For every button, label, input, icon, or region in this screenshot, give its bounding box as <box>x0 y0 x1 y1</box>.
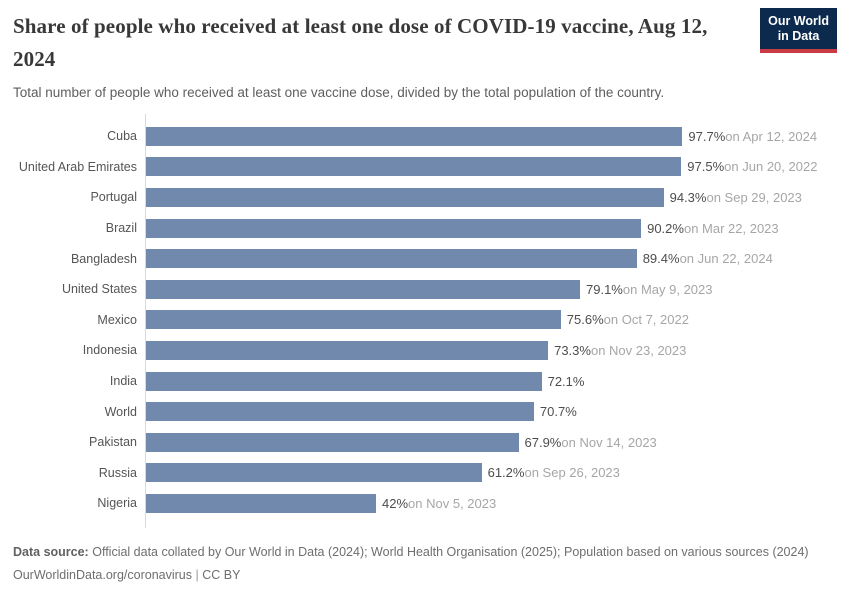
country-label: India <box>109 374 137 389</box>
value-label: 61.2% <box>487 465 525 481</box>
bar-row: Portugal 94.3% on Sep 29, 2023 <box>13 182 837 213</box>
bar-row: India 72.1% <box>13 366 837 397</box>
title-block: Share of people who received at least on… <box>13 10 725 101</box>
y-axis-line <box>145 114 146 528</box>
bar-row: World 70.7% <box>13 396 837 427</box>
value-label: 73.3% <box>554 342 591 358</box>
country-label: United States <box>61 282 137 297</box>
plot-rows: Cuba 97.7% on Apr 12, 2024 United Arab Em… <box>13 114 837 528</box>
value-label: 75.6% <box>566 312 604 328</box>
bar <box>145 126 683 146</box>
country-label: Pakistan <box>89 435 137 450</box>
value-label: 70.7% <box>539 404 577 420</box>
data-source-label: Data source: <box>13 544 89 559</box>
page-subtitle: Total number of people who received at l… <box>13 85 665 100</box>
bar-row: Mexico 75.6% on Oct 7, 2022 <box>13 305 837 336</box>
country-label: Bangladesh <box>70 251 137 266</box>
bar-track: 73.3% on Nov 23, 2023 <box>145 335 837 366</box>
date-label: on Jun 20, 2022 <box>724 159 818 175</box>
bar-track: 75.6% on Oct 7, 2022 <box>145 305 837 336</box>
country-label: Portugal <box>90 190 137 205</box>
country-label: Nigeria <box>97 496 137 511</box>
date-label: on Apr 12, 2024 <box>725 128 818 144</box>
date-label: on Sep 29, 2023 <box>706 189 802 205</box>
bar <box>145 218 642 238</box>
chart: Cuba 97.7% on Apr 12, 2024 United Arab Em… <box>13 114 837 528</box>
bar-row: Nigeria 42% on Nov 5, 2023 <box>13 488 837 519</box>
country-label: Cuba <box>107 129 137 144</box>
bar-track: 97.5% on Jun 20, 2022 <box>145 152 837 183</box>
bar-row: Russia 61.2% on Sep 26, 2023 <box>13 458 837 489</box>
date-label: on Oct 7, 2022 <box>603 312 689 328</box>
citation-separator: | <box>195 567 199 582</box>
data-source-text: Official data collated by Our World in D… <box>92 544 809 559</box>
bar <box>145 432 519 452</box>
date-label: on Nov 5, 2023 <box>408 495 497 511</box>
bar-track: 90.2% on Mar 22, 2023 <box>145 213 837 244</box>
bar <box>145 279 580 299</box>
bar-row: Cuba 97.7% on Apr 12, 2024 <box>13 121 837 152</box>
value-label: 42% <box>382 495 409 511</box>
value-label: 72.1% <box>547 373 585 389</box>
value-label: 67.9% <box>524 434 562 450</box>
data-source-line: Data source: Official data collated by O… <box>13 544 813 560</box>
bar-track: 89.4% on Jun 22, 2024 <box>145 243 837 274</box>
date-label: on Mar 22, 2023 <box>683 220 779 236</box>
bar-track: 79.1% on May 9, 2023 <box>145 274 837 305</box>
bar-track: 67.9% on Nov 14, 2023 <box>145 427 837 458</box>
bar-track: 97.7% on Apr 12, 2024 <box>145 121 837 152</box>
country-label: Mexico <box>97 312 137 327</box>
citation-link[interactable]: OurWorldinData.org/coronavirus <box>13 567 193 582</box>
date-label: on May 9, 2023 <box>622 281 713 297</box>
owid-logo-line1: Our World <box>768 14 829 28</box>
bar-track: 42% on Nov 5, 2023 <box>145 488 837 519</box>
bar-track: 70.7% <box>145 396 837 427</box>
bar <box>145 493 376 513</box>
bar-row: United States 79.1% on May 9, 2023 <box>13 274 837 305</box>
bar-row: Bangladesh 89.4% on Jun 22, 2024 <box>13 243 837 274</box>
page-title: Share of people who received at least on… <box>13 14 708 71</box>
country-label: World <box>104 404 137 419</box>
bar <box>145 463 482 483</box>
owid-logo[interactable]: Our World in Data <box>760 8 837 53</box>
bar <box>145 187 664 207</box>
date-label: on Nov 23, 2023 <box>590 342 687 358</box>
value-label: 97.7% <box>688 128 726 144</box>
country-label: United Arab Emirates <box>18 159 137 174</box>
bar-track: 61.2% on Sep 26, 2023 <box>145 458 837 489</box>
bar <box>145 157 682 177</box>
value-label: 79.1% <box>586 281 623 297</box>
date-label: on Sep 26, 2023 <box>524 465 620 481</box>
value-label: 97.5% <box>687 159 725 175</box>
header: Share of people who received at least on… <box>13 8 837 101</box>
bar <box>145 310 561 330</box>
value-label: 94.3% <box>669 189 707 205</box>
date-label: on Nov 14, 2023 <box>561 434 657 450</box>
bar-track: 72.1% <box>145 366 837 397</box>
bar-row: Pakistan 67.9% on Nov 14, 2023 <box>13 427 837 458</box>
bar <box>145 340 549 360</box>
owid-logo-line2: in Data <box>777 29 820 43</box>
citation-line: OurWorldinData.org/coronavirus | CC BY <box>13 567 837 583</box>
footer: Data source: Official data collated by O… <box>13 544 837 583</box>
bar-row: Indonesia 73.3% on Nov 23, 2023 <box>13 335 837 366</box>
bar <box>145 402 534 422</box>
bar-row: United Arab Emirates 97.5% on Jun 20, 202… <box>13 152 837 183</box>
license-label: CC BY <box>202 567 241 582</box>
bar <box>145 249 637 269</box>
bar <box>145 371 542 391</box>
country-label: Russia <box>98 465 137 480</box>
bar-row: Brazil 90.2% on Mar 22, 2023 <box>13 213 837 244</box>
bar-track: 94.3% on Sep 29, 2023 <box>145 182 837 213</box>
value-label: 89.4% <box>642 251 680 267</box>
country-label: Indonesia <box>82 343 137 358</box>
country-label: Brazil <box>105 221 137 236</box>
date-label: on Jun 22, 2024 <box>679 251 773 267</box>
value-label: 90.2% <box>647 220 684 236</box>
